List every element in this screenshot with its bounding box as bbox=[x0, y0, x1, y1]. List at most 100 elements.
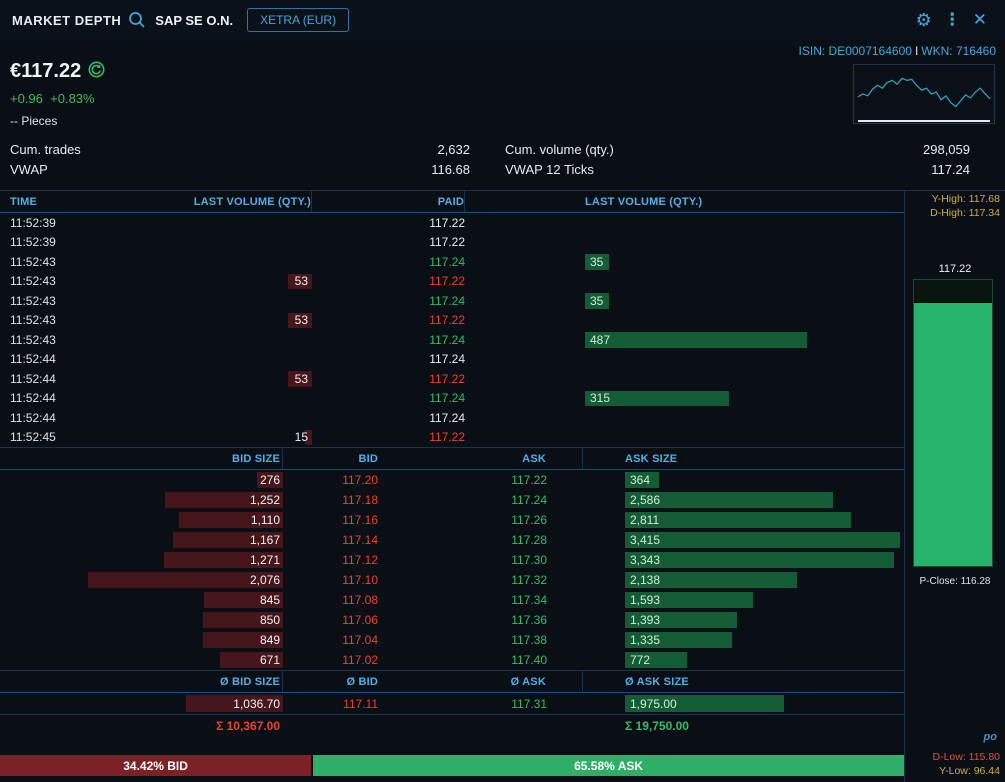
depth-ask-size-value: 1,593 bbox=[630, 593, 661, 607]
ask-volume-bar bbox=[585, 293, 609, 309]
depth-header-ask: ASK bbox=[448, 448, 583, 469]
depth-bid-size-value: 1,167 bbox=[249, 533, 280, 547]
tape-row: 11:52:44 117.24 bbox=[0, 350, 904, 370]
avg-header-row: Ø BID SIZE Ø BID Ø ASK Ø ASK SIZE bbox=[0, 670, 904, 693]
tape-header-ask-volume: LAST VOLUME (QTY.) bbox=[585, 195, 703, 208]
avg-ask-size-value: 1,975.00 bbox=[630, 696, 677, 711]
sidebar-bottom-block: po D-Low: 115.80 Y-Low: 96.44 bbox=[905, 731, 1005, 782]
isin-wkn-line: ISIN: DE0007164600 I WKN: 716460 bbox=[799, 44, 996, 58]
depth-bid-price: 117.10 bbox=[342, 573, 378, 587]
tape-bid-volume-cell bbox=[90, 252, 312, 272]
exchange-dropdown[interactable]: XETRA (EUR) bbox=[247, 8, 350, 32]
tables-column: TIME LAST VOLUME (QTY.) PAID LAST VOLUME… bbox=[0, 191, 905, 782]
sparkline-baseline bbox=[858, 120, 990, 122]
depth-bid-size-value: 850 bbox=[259, 613, 280, 627]
depth-ask-size-bar bbox=[625, 492, 834, 508]
depth-row: 850 117.06 117.36 1,393 bbox=[0, 610, 904, 630]
cum-trades-label: Cum. trades bbox=[10, 141, 81, 157]
depth-bid-size-bar bbox=[219, 652, 283, 668]
depth-bid-size-cell: 1,110 bbox=[0, 510, 283, 530]
bid-volume-bar bbox=[288, 371, 312, 387]
depth-bid-size-cell: 1,167 bbox=[0, 530, 283, 550]
depth-ask-size-bar bbox=[625, 532, 900, 548]
depth-ask-price: 117.30 bbox=[511, 553, 547, 567]
depth-ask-price: 117.36 bbox=[511, 613, 547, 627]
tape-ask-volume-cell bbox=[585, 311, 904, 331]
tape-bid-volume-cell bbox=[90, 233, 312, 253]
tape-time: 11:52:45 bbox=[10, 430, 56, 445]
avg-header-bid-size: Ø BID SIZE bbox=[0, 671, 283, 692]
tape-time: 11:52:39 bbox=[10, 215, 56, 230]
last-price: €117.22 bbox=[10, 60, 82, 82]
kebab-menu-icon[interactable]: ⋮ bbox=[943, 10, 961, 29]
depth-header-bid: BID bbox=[358, 452, 378, 465]
depth-bid-size-value: 671 bbox=[259, 653, 280, 667]
depth-ask-size-value: 2,138 bbox=[630, 573, 661, 587]
ratio-ask-segment: 65.58% ASK bbox=[313, 755, 904, 776]
depth-ask-size-bar bbox=[625, 572, 798, 588]
depth-row: 1,252 117.18 117.24 2,586 bbox=[0, 490, 904, 510]
vwap-value: 116.68 bbox=[431, 161, 470, 177]
refresh-icon[interactable] bbox=[88, 61, 105, 83]
depth-bid-size-cell: 1,271 bbox=[0, 550, 283, 570]
depth-ask-size-cell: 1,393 bbox=[583, 610, 904, 630]
avg-header-ask-size: Ø ASK SIZE bbox=[625, 675, 689, 688]
depth-header-bid-size: BID SIZE bbox=[0, 448, 283, 469]
depth-ask-size-cell: 364 bbox=[583, 470, 904, 490]
day-high-label: D-High: 117.34 bbox=[930, 207, 1000, 219]
tape-paid-price: 117.24 bbox=[429, 254, 465, 269]
tape-row: 11:52:43 53 117.22 bbox=[0, 272, 904, 292]
depth-ask-size-value: 1,393 bbox=[630, 613, 661, 627]
tape-ask-volume-cell: 315 bbox=[585, 389, 904, 409]
tape-paid-price: 117.24 bbox=[429, 293, 465, 308]
depth-bid-size-bar bbox=[163, 552, 283, 568]
tape-paid-price: 117.24 bbox=[429, 352, 465, 367]
tape-paid-price: 117.22 bbox=[429, 274, 465, 289]
depth-bid-price: 117.04 bbox=[342, 633, 378, 647]
depth-header-row: BID SIZE BID ASK ASK SIZE bbox=[0, 447, 904, 470]
close-icon[interactable]: ✕ bbox=[972, 10, 987, 29]
depth-bid-size-bar bbox=[173, 532, 283, 548]
ask-volume-bar bbox=[585, 332, 808, 348]
gear-icon[interactable]: ⚙ bbox=[915, 10, 932, 30]
depth-ask-size-cell: 1,335 bbox=[583, 630, 904, 650]
tape-row: 11:52:43 53 117.22 bbox=[0, 311, 904, 331]
content-area: TIME LAST VOLUME (QTY.) PAID LAST VOLUME… bbox=[0, 190, 1005, 782]
vwap12-label: VWAP 12 Ticks bbox=[505, 161, 594, 177]
year-high-label: Y-High: 117.68 bbox=[931, 193, 1000, 205]
ratio-ask-label: 65.58% ASK bbox=[574, 758, 644, 773]
depth-ask-size-bar bbox=[625, 592, 754, 608]
tape-ask-volume-cell bbox=[585, 350, 904, 370]
depth-bid-size-cell: 850 bbox=[0, 610, 283, 630]
depth-ask-price: 117.28 bbox=[511, 533, 547, 547]
tape-time: 11:52:44 bbox=[10, 371, 56, 386]
depth-ask-size-bar bbox=[625, 512, 852, 528]
depth-bid-size-value: 1,110 bbox=[250, 513, 280, 527]
tape-ask-volume-cell: 35 bbox=[585, 252, 904, 272]
tape-ask-volume-cell: 487 bbox=[585, 330, 904, 350]
tape-header-row: TIME LAST VOLUME (QTY.) PAID LAST VOLUME… bbox=[0, 191, 904, 213]
depth-bid-size-value: 1,271 bbox=[249, 553, 280, 567]
tape-header-time: TIME bbox=[10, 195, 38, 208]
depth-row: 1,110 117.16 117.26 2,811 bbox=[0, 510, 904, 530]
search-icon[interactable] bbox=[127, 10, 147, 30]
depth-ask-size-cell: 1,593 bbox=[583, 590, 904, 610]
window-title: MARKET DEPTH bbox=[12, 12, 122, 28]
ask-volume-value: 315 bbox=[590, 391, 611, 406]
stats-block: Cum. trades 2,632 Cum. volume (qty.) 298… bbox=[0, 139, 1005, 179]
depth-bid-size-cell: 671 bbox=[0, 650, 283, 670]
avg-bid-size-value: 1,036.70 bbox=[233, 696, 280, 711]
depth-ask-size-cell: 772 bbox=[583, 650, 904, 670]
tape-row: 11:52:44 117.24 315 bbox=[0, 389, 904, 409]
depth-bid-size-cell: 276 bbox=[0, 470, 283, 490]
depth-ask-size-cell: 2,811 bbox=[583, 510, 904, 530]
tape-paid-price: 117.24 bbox=[429, 410, 465, 425]
isin-wkn-separator: I bbox=[914, 44, 919, 58]
tape-paid-price: 117.24 bbox=[429, 391, 465, 406]
depth-ask-size-value: 2,586 bbox=[630, 493, 661, 507]
depth-bid-size-cell: 2,076 bbox=[0, 570, 283, 590]
depth-ask-size-bar bbox=[625, 472, 659, 488]
ask-volume-value: 35 bbox=[590, 293, 604, 308]
depth-bid-price: 117.16 bbox=[342, 513, 378, 527]
